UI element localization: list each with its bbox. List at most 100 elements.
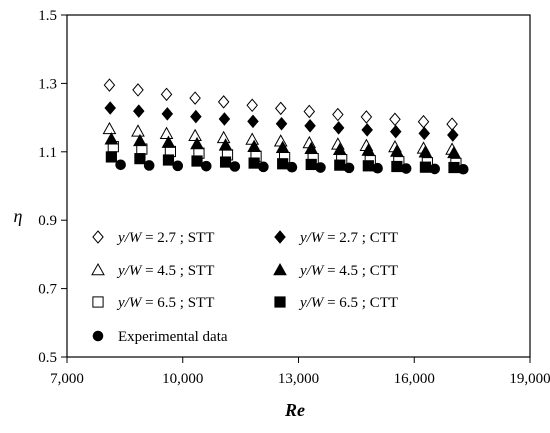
legend-label: y/W = 4.5 ; CTT — [298, 263, 398, 279]
legend-entry: y/W = 4.5 ; STT — [91, 262, 214, 279]
data-point — [200, 160, 212, 172]
data-point — [332, 121, 345, 135]
data-point — [457, 163, 469, 175]
data-point — [389, 112, 401, 127]
data-point — [247, 139, 261, 152]
legend-variable: y/W — [298, 263, 325, 279]
series-5 — [105, 151, 460, 174]
data-point — [274, 101, 287, 116]
legend-variable: y/W — [298, 295, 325, 311]
data-point — [102, 121, 117, 135]
data-point — [104, 132, 119, 145]
legend-entry: y/W = 4.5 ; CTT — [273, 262, 398, 279]
data-point — [103, 78, 116, 92]
y-axis-title: η — [14, 206, 23, 226]
x-tick-label: 13,000 — [278, 371, 319, 387]
legend-value: = 4.5 ; STT — [141, 263, 214, 279]
data-point — [191, 155, 203, 167]
legend-marker — [91, 262, 105, 276]
data-point — [161, 135, 176, 148]
data-point — [446, 117, 458, 131]
legend-label: y/W = 4.5 ; STT — [116, 263, 214, 279]
x-axis: 7,000 10,000 13,000 16,000 19,000 — [50, 357, 550, 387]
data-point — [361, 143, 376, 156]
legend-value: = 4.5 ; CTT — [323, 263, 398, 279]
data-point — [133, 104, 145, 118]
legend-variable: y/W — [116, 295, 143, 311]
data-point — [447, 128, 459, 142]
data-point — [246, 98, 258, 113]
data-point — [303, 104, 316, 119]
legend-variable: y/W — [116, 230, 143, 246]
legend-marker — [274, 296, 286, 308]
series-4 — [104, 132, 461, 159]
data-point — [400, 163, 412, 174]
y-tick-label: 0.5 — [38, 350, 57, 366]
data-point — [143, 160, 155, 171]
data-point — [275, 140, 290, 153]
data-point — [218, 138, 233, 151]
y-axis: 0.5 0.7 0.9 1.1 1.3 1.5 — [38, 8, 67, 366]
data-point — [160, 87, 173, 102]
data-point — [218, 112, 231, 126]
x-tick-label: 16,000 — [394, 371, 435, 387]
legend-entry: y/W = 6.5 ; STT — [92, 295, 214, 311]
legend-marker — [92, 330, 104, 342]
legend-value: = 2.7 ; STT — [141, 230, 214, 246]
data-point — [132, 83, 144, 97]
data-point — [104, 101, 116, 115]
data-point — [162, 154, 175, 166]
data-point — [277, 158, 289, 170]
data-point — [390, 144, 404, 157]
legend-entry: y/W = 2.7 ; CTT — [274, 230, 398, 246]
data-point — [115, 159, 126, 171]
legend-marker — [273, 262, 287, 276]
data-point — [172, 160, 184, 172]
data-point — [372, 162, 383, 174]
data-point — [133, 133, 147, 147]
x-tick-label: 19,000 — [509, 371, 550, 387]
legend-value: = 6.5 ; STT — [141, 295, 214, 311]
series-3 — [104, 101, 459, 142]
data-point — [361, 123, 373, 137]
data-point — [258, 161, 269, 173]
data-point — [429, 163, 440, 175]
legend-entry: y/W = 2.7 ; STT — [92, 230, 214, 246]
legend-variable: y/W — [298, 230, 325, 246]
series-6 — [115, 159, 469, 175]
data-point — [217, 95, 230, 109]
data-point — [315, 162, 326, 173]
legend-entry: Experimental data — [92, 329, 228, 345]
data-point — [332, 107, 344, 122]
data-point — [189, 91, 201, 105]
data-point — [134, 153, 146, 165]
data-point — [248, 157, 260, 169]
legend-value: Experimental data — [118, 329, 228, 345]
legend-marker — [274, 230, 286, 244]
legend-value: = 2.7 ; CTT — [323, 230, 398, 246]
data-point — [448, 161, 460, 174]
data-point — [247, 114, 259, 129]
data-point — [332, 142, 347, 156]
data-point — [447, 145, 461, 159]
y-tick-label: 1.3 — [38, 76, 57, 92]
data-point — [131, 124, 145, 137]
y-tick-label: 0.9 — [38, 213, 57, 229]
data-point — [304, 141, 319, 155]
x-tick-label: 10,000 — [162, 371, 203, 387]
legend-entry: y/W = 6.5 ; CTT — [274, 295, 398, 311]
series-layer — [102, 78, 469, 175]
legend-label: y/W = 6.5 ; STT — [116, 295, 214, 311]
data-point — [216, 130, 231, 144]
data-point — [305, 158, 317, 171]
data-point — [360, 110, 373, 124]
data-point — [245, 132, 260, 145]
legend-marker — [92, 296, 104, 308]
y-tick-label: 1.1 — [38, 145, 57, 161]
legend-label: y/W = 2.7 ; STT — [116, 230, 214, 246]
data-point — [190, 109, 202, 124]
data-point — [418, 126, 431, 141]
data-point — [419, 161, 432, 173]
